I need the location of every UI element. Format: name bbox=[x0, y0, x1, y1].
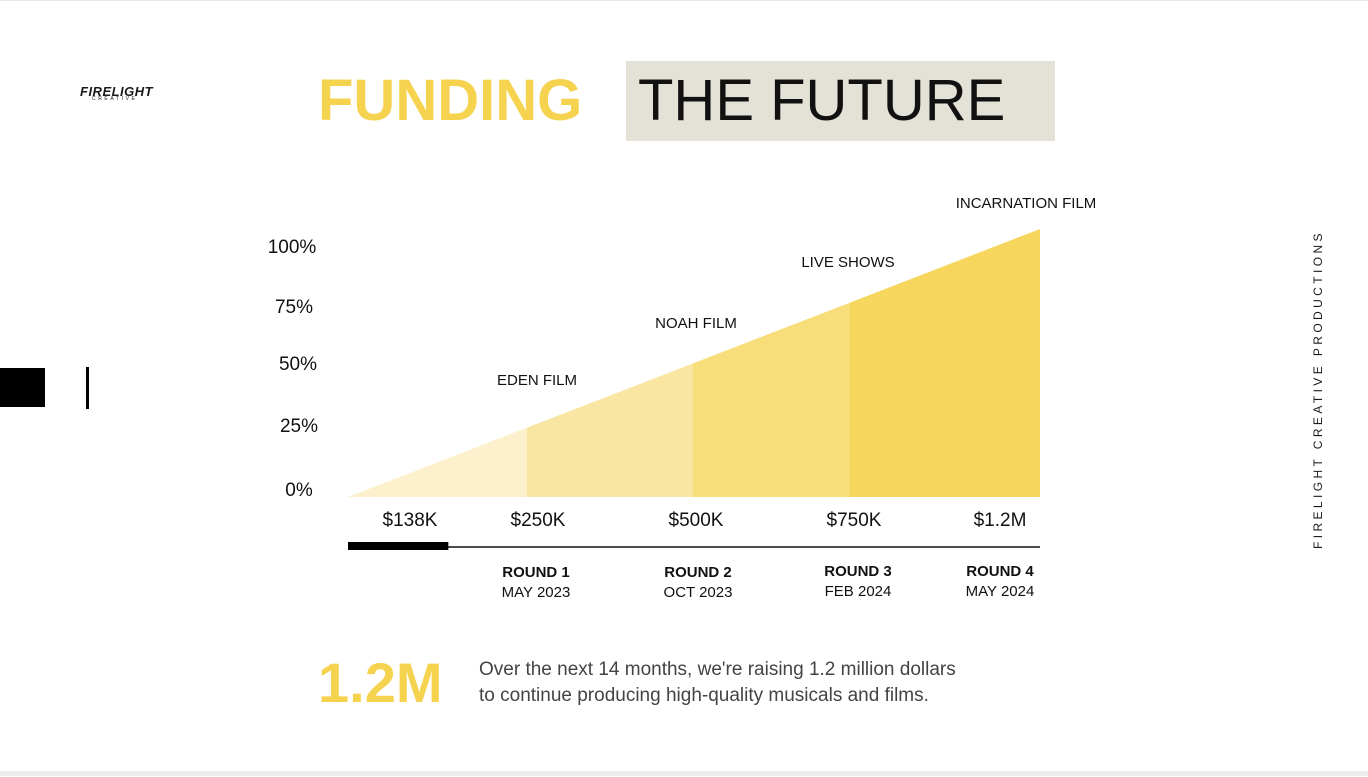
segment-annotation: EDEN FILM bbox=[497, 372, 577, 389]
y-tick-label: 75% bbox=[275, 297, 313, 318]
area-segment-3 bbox=[693, 302, 850, 497]
segment-annotation: LIVE SHOWS bbox=[801, 254, 894, 271]
funding-rounds: ROUND 1 MAY 2023 ROUND 2 OCT 2023 ROUND 3 FEB… bbox=[502, 563, 1035, 601]
summary-line-1: Over the next 14 months, we're raising 1… bbox=[479, 659, 956, 680]
y-tick-label: 50% bbox=[279, 354, 317, 375]
y-tick-label: 100% bbox=[268, 237, 317, 258]
progress-bar bbox=[348, 542, 449, 550]
x-tick-label: $500K bbox=[669, 510, 724, 531]
x-tick-label: $250K bbox=[511, 510, 566, 531]
round-label: ROUND 4 bbox=[966, 563, 1034, 580]
x-tick-label: $1.2M bbox=[974, 510, 1027, 531]
round-label: ROUND 2 bbox=[664, 564, 732, 581]
summary-line-2: to continue producing high-quality music… bbox=[479, 685, 929, 706]
logo-main-text: FIRELIGHT bbox=[80, 84, 154, 99]
area-segment-1 bbox=[348, 427, 527, 497]
logo-sub-text: CREATIVE bbox=[92, 96, 138, 102]
round-label: ROUND 3 bbox=[824, 563, 892, 580]
area-segment-2 bbox=[527, 363, 693, 497]
title-funding: FUNDING bbox=[318, 68, 583, 133]
x-axis-ticks: $138K $250K $500K $750K $1.2M bbox=[383, 510, 1027, 531]
firelight-logo: FIRELIGHT CREATIVE bbox=[80, 85, 172, 105]
segment-annotation: NOAH FILM bbox=[655, 315, 737, 332]
title-highlight-box bbox=[626, 61, 1055, 141]
round-date: MAY 2023 bbox=[502, 584, 571, 601]
x-tick-label: $138K bbox=[383, 510, 438, 531]
summary-big-number: 1.2M bbox=[318, 651, 443, 714]
x-tick-label: $750K bbox=[827, 510, 882, 531]
decor-square bbox=[0, 368, 45, 407]
title-the-future: THE FUTURE bbox=[638, 68, 1006, 133]
y-tick-label: 0% bbox=[285, 480, 313, 501]
y-tick-label: 25% bbox=[280, 416, 318, 437]
round-label: ROUND 1 bbox=[502, 564, 570, 581]
bottom-strip bbox=[0, 771, 1368, 776]
area-segment-4 bbox=[850, 229, 1040, 497]
round-date: FEB 2024 bbox=[825, 583, 892, 600]
round-date: OCT 2023 bbox=[664, 584, 733, 601]
segment-annotation: INCARNATION FILM bbox=[956, 195, 1097, 212]
y-axis-ticks: 0% 25% 50% 75% 100% bbox=[268, 237, 318, 501]
segment-annotations: EDEN FILM NOAH FILM LIVE SHOWS INCARNATION … bbox=[497, 195, 1096, 389]
summary-description: Over the next 14 months, we're raising 1… bbox=[479, 657, 1079, 709]
decor-bar bbox=[86, 367, 89, 409]
chart-area-segments bbox=[348, 229, 1040, 497]
round-date: MAY 2024 bbox=[966, 583, 1035, 600]
